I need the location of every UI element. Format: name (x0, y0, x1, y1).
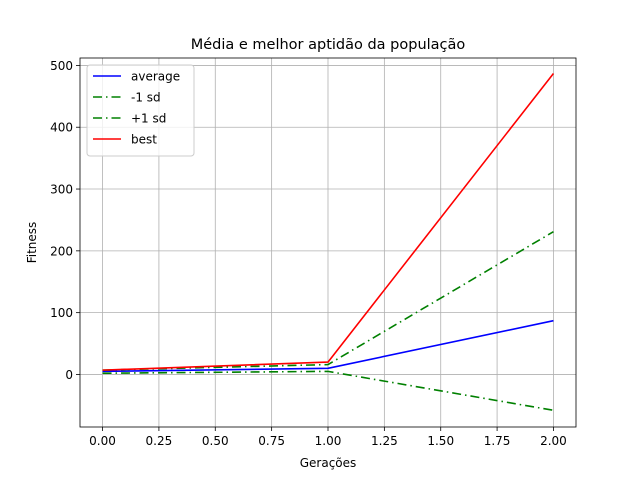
grid (80, 58, 576, 427)
y-tick-label: 500 (50, 59, 73, 73)
series-line-best (102, 72, 555, 371)
y-tick-label: 100 (50, 306, 73, 320)
legend-label: average (131, 70, 180, 84)
chart-title: Média e melhor aptidão da população (191, 37, 466, 53)
x-tick-label: 0.50 (202, 434, 229, 448)
series-line-1-sd (102, 370, 554, 412)
x-tick-label: 2.00 (540, 434, 567, 448)
x-tick-label: 0.75 (258, 434, 285, 448)
y-tick-label: 400 (50, 121, 73, 135)
x-tick-label: 1.00 (315, 434, 342, 448)
series-lines (102, 72, 555, 412)
x-tick-label: 0.25 (146, 434, 173, 448)
x-axis-label: Gerações (300, 456, 357, 470)
x-tick-label: 1.75 (484, 434, 511, 448)
x-tick-label: 1.50 (427, 434, 454, 448)
y-axis-label: Fitness (25, 222, 39, 264)
y-tick-label: 0 (65, 368, 73, 382)
legend-label: -1 sd (131, 91, 161, 105)
legend-label: best (131, 133, 157, 147)
y-tick-label: 200 (50, 244, 73, 258)
legend-box (86, 64, 195, 157)
x-tick-label: 1.25 (371, 434, 398, 448)
series-line-1-sd (102, 230, 554, 371)
x-tick-label: 0.00 (89, 434, 116, 448)
legend: average -1 sd +1 sd best (86, 64, 195, 157)
y-tick-label: 300 (50, 183, 73, 197)
axis-ticks: 0.00 0.25 0.50 0.75 1.00 1.25 1.50 1.75 2.00 0 100… (50, 59, 567, 448)
series-line-average (102, 319, 554, 373)
legend-label: +1 sd (131, 112, 166, 126)
